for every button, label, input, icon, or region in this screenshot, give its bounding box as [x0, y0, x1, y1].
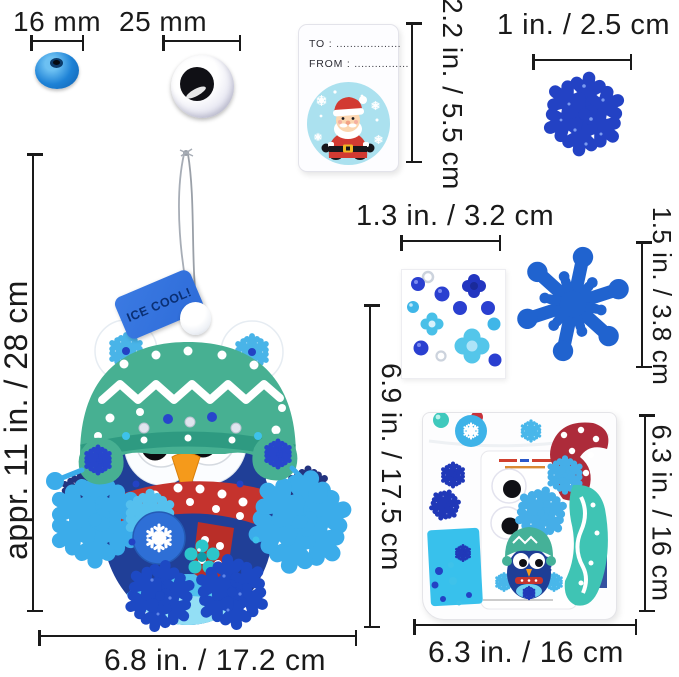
- sequin-card-size-label: 1.3 in. / 3.2 cm: [356, 200, 555, 232]
- bottom-glitter-snowflakes: [122, 554, 271, 633]
- ornament-width-label: 6.8 in. / 17.2 cm: [104, 644, 326, 677]
- gift-tag-measure-line: [406, 22, 423, 163]
- googly-eye-size-label: 25 mm: [119, 6, 208, 37]
- snowflake-badge-piece: [455, 415, 487, 447]
- white-bead: [180, 302, 211, 335]
- package-height-label: 6.3 in. / 16 cm: [646, 424, 677, 602]
- package-sequins: [431, 545, 472, 606]
- ornament-height-label: 6.9 in. / 17.5 cm: [376, 363, 407, 571]
- blue-foam-rectangle: [427, 527, 483, 607]
- blue-bead: [35, 52, 79, 89]
- teal-bead: [433, 413, 449, 428]
- glitter-snowflake-measure-line: [532, 54, 632, 71]
- small-blue-snowflake: [520, 420, 542, 442]
- owl-left-wing-snowflake: [52, 478, 138, 562]
- googly-eye: [171, 55, 234, 118]
- card-copyright-line: [483, 599, 553, 601]
- bead-hole: [50, 58, 63, 68]
- belly-snowflake-badge: [132, 511, 186, 565]
- left-earflap-glitter-snowflake: [84, 446, 112, 474]
- gift-tag-to-line: TO : ...................: [309, 38, 401, 50]
- owl-hat: [46, 342, 328, 504]
- package-height-measure-line: [639, 414, 656, 612]
- glitter-snowflake-size-label: 1 in. / 2.5 cm: [497, 9, 671, 41]
- to-dotted-line: ...................: [336, 38, 402, 50]
- foam-snowflake-measure-line: [636, 241, 653, 368]
- package-width-label: 6.3 in. / 16 cm: [428, 636, 624, 669]
- gift-tag-card: TO : ................... FROM : ........…: [298, 24, 408, 172]
- santa-illustration: [307, 82, 390, 165]
- bead-size-label: 16 mm: [13, 6, 102, 37]
- right-earflap-glitter-snowflake: [264, 440, 292, 468]
- dark-glitter-snowflake-1: [441, 463, 465, 487]
- from-dotted-line: ................: [354, 58, 409, 70]
- ornament-height-measure-line: [364, 304, 381, 628]
- gift-tag-from-line: FROM : ................: [309, 58, 409, 70]
- mini-owl-illustration: [495, 527, 563, 600]
- to-label: TO :: [309, 38, 333, 50]
- sequin-card: [401, 269, 506, 379]
- hat-tassels: [59, 465, 315, 491]
- ornament-hanging-measure-line: [27, 153, 44, 612]
- body-gems: [128, 480, 260, 546]
- package-width-measure-line: [413, 619, 637, 636]
- sequins: [407, 270, 502, 367]
- hat-gems: [122, 412, 262, 440]
- package-googly-eyes: [490, 468, 527, 540]
- dark-glitter-snowflake-2: [427, 487, 463, 523]
- ornament-hanging-height-label: appr. 11 in. / 28 cm: [0, 280, 34, 560]
- from-label: FROM :: [309, 58, 351, 70]
- santa-figure: [321, 96, 375, 160]
- foam-snowflake-icon: [512, 238, 634, 370]
- bead-measure-line: [30, 35, 84, 52]
- ornament-width-measure-line: [38, 630, 357, 647]
- owl-ornament: [46, 319, 356, 633]
- kit-package: [422, 412, 617, 620]
- glitter-snowflake-icon: [541, 72, 627, 156]
- teal-ornament-piece: [564, 484, 608, 606]
- card-header-text-lines: [499, 459, 556, 469]
- teal-gem-flower: [184, 539, 220, 574]
- gift-tag-height-label: 2.2 in. / 5.5 cm: [437, 0, 468, 190]
- googly-eye-measure-line: [162, 35, 241, 52]
- foam-snowflake-size-label: 1.5 in. / 3.8 cm: [647, 206, 677, 386]
- sequin-card-measure-line: [400, 235, 501, 252]
